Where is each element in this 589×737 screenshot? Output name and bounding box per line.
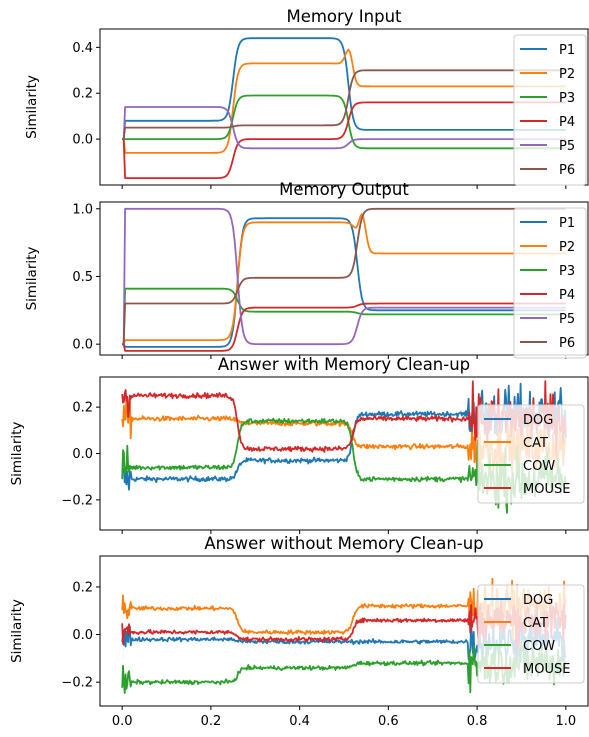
chart-title: Memory Input — [286, 7, 402, 26]
series-line-p5 — [122, 207, 566, 346]
legend-box — [513, 207, 587, 359]
y-axis-label: Similarity — [9, 599, 25, 663]
series-line-p5 — [122, 106, 566, 150]
y-tick-label: 0.4 — [72, 41, 93, 56]
series-group — [122, 207, 566, 352]
series-line-p2 — [122, 213, 566, 346]
series-line-p6 — [122, 69, 566, 141]
legend-label-p3: P3 — [559, 264, 575, 279]
legend-label-p1: P1 — [559, 43, 575, 58]
legend-box — [477, 404, 585, 504]
chart-title: Answer with Memory Clean-up — [218, 355, 470, 374]
legend-label-p4: P4 — [559, 288, 575, 303]
y-tick-label: 0.5 — [72, 270, 93, 285]
plot-frame — [99, 201, 589, 356]
legend-label-p5: P5 — [559, 139, 575, 154]
series-line-p2 — [122, 48, 566, 154]
series-line-p3 — [122, 94, 566, 150]
legend-label-p2: P2 — [559, 67, 575, 82]
x-tick-label: 0.4 — [289, 714, 310, 729]
legend-box — [513, 34, 587, 186]
legend-label-p4: P4 — [559, 115, 575, 130]
legend-label-mouse: MOUSE — [523, 662, 570, 677]
legend-label-cat: CAT — [523, 616, 548, 631]
legend-label-cow: COW — [523, 639, 555, 654]
y-axis-label: Similarity — [24, 247, 40, 311]
legend: DOG CAT COW MOUSE — [477, 404, 585, 504]
series-line-p3 — [122, 287, 566, 346]
legend-label-mouse: MOUSE — [523, 482, 570, 497]
y-tick-label: 0.2 — [72, 580, 93, 595]
y-axis-label: Similarity — [9, 422, 25, 486]
y-axis-label: Similarity — [24, 75, 40, 139]
chart-title: Answer without Memory Clean-up — [204, 534, 483, 553]
x-tick-label: 1.0 — [555, 714, 576, 729]
y-tick-label: 1.0 — [72, 202, 93, 217]
y-tick-label: −0.2 — [61, 676, 93, 691]
y-tick-label: 0.0 — [72, 338, 93, 353]
legend-label-p1: P1 — [559, 216, 575, 231]
x-tick-label: 0.8 — [467, 714, 488, 729]
legend-label-dog: DOG — [523, 593, 553, 608]
legend: P1 P2 P3 P4 P5 P6 — [513, 207, 587, 359]
series-group — [122, 37, 566, 180]
y-tick-label: 0.0 — [72, 133, 93, 148]
legend: DOG CAT COW MOUSE — [477, 584, 585, 684]
legend-label-p6: P6 — [559, 336, 575, 351]
series-line-p1 — [122, 37, 566, 141]
legend-label-dog: DOG — [523, 413, 553, 428]
y-tick-label: 0.2 — [72, 401, 93, 416]
y-tick-label: −0.2 — [61, 493, 93, 508]
legend-label-p5: P5 — [559, 312, 575, 327]
plot-frame — [99, 555, 589, 707]
legend-label-cow: COW — [523, 459, 555, 474]
x-tick-label: 0.6 — [378, 714, 399, 729]
legend: P1 P2 P3 P4 P5 P6 — [513, 34, 587, 186]
y-tick-label: 0.0 — [72, 447, 93, 462]
legend-label-cat: CAT — [523, 436, 548, 451]
legend-label-p3: P3 — [559, 91, 575, 106]
legend-label-p6: P6 — [559, 163, 575, 178]
chart-title: Memory Output — [279, 180, 409, 199]
x-tick-label: 0.0 — [112, 714, 133, 729]
chart-panel-2: Memory Output Similarity 0.0 0.5 1.0 P1 P2 P3 P4… — [24, 180, 589, 359]
series-line-p6 — [122, 207, 566, 346]
series-line-p1 — [122, 217, 566, 348]
y-tick-label: 0.2 — [72, 87, 93, 102]
legend-box — [477, 584, 585, 684]
x-tick-label: 0.2 — [201, 714, 222, 729]
legend-label-p2: P2 — [559, 240, 575, 255]
plot-frame — [99, 28, 589, 186]
chart-panel-3: Answer with Memory Clean-up Similarity −0.… — [9, 355, 589, 534]
y-tick-label: 0.0 — [72, 628, 93, 643]
chart-panel-4: Answer without Memory Clean-up Similarity… — [9, 534, 589, 729]
series-line-p4 — [122, 101, 566, 180]
series-line-p4 — [122, 302, 566, 352]
